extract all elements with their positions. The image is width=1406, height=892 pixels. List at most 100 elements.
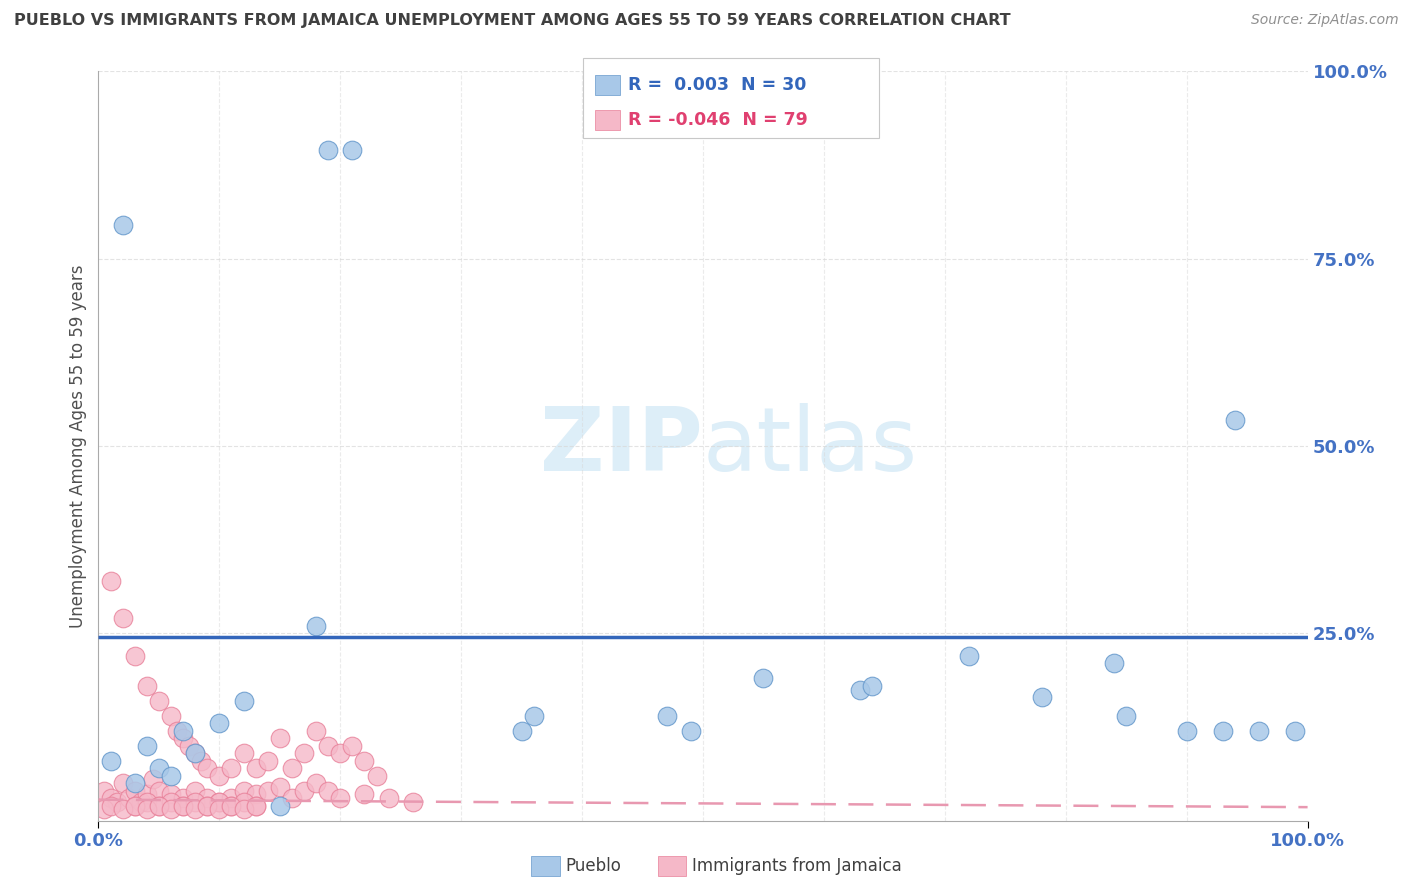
Point bbox=[111, 611, 134, 625]
Point bbox=[305, 723, 328, 738]
Point bbox=[1031, 690, 1053, 704]
Point bbox=[957, 648, 980, 663]
Point bbox=[245, 798, 267, 813]
Point bbox=[184, 802, 207, 816]
Point bbox=[172, 731, 194, 746]
Point bbox=[269, 731, 291, 746]
Point bbox=[221, 791, 243, 805]
Point bbox=[208, 716, 231, 731]
Point bbox=[111, 802, 134, 816]
Point bbox=[245, 798, 267, 813]
Point bbox=[135, 788, 157, 802]
Text: atlas: atlas bbox=[703, 402, 918, 490]
Point bbox=[160, 802, 183, 816]
Point bbox=[172, 798, 194, 813]
Point bbox=[342, 739, 364, 753]
Point bbox=[184, 783, 207, 797]
Point bbox=[329, 791, 352, 805]
Point bbox=[1212, 723, 1234, 738]
Point bbox=[172, 791, 194, 805]
Point bbox=[679, 723, 702, 738]
Point bbox=[221, 798, 243, 813]
Point bbox=[195, 798, 218, 813]
Point bbox=[208, 795, 231, 809]
Point bbox=[1249, 723, 1271, 738]
Point bbox=[148, 798, 170, 813]
Point bbox=[316, 783, 339, 797]
Point bbox=[292, 783, 315, 797]
Point bbox=[353, 754, 375, 768]
Point bbox=[129, 795, 152, 809]
Point bbox=[860, 679, 883, 693]
Point bbox=[124, 776, 146, 790]
Point bbox=[256, 754, 278, 768]
Point bbox=[172, 723, 194, 738]
Text: ZIP: ZIP bbox=[540, 402, 703, 490]
Point bbox=[100, 574, 122, 588]
Point bbox=[305, 619, 328, 633]
Point bbox=[105, 795, 128, 809]
Text: R =  0.003  N = 30: R = 0.003 N = 30 bbox=[628, 76, 807, 95]
Point bbox=[111, 776, 134, 790]
Point bbox=[148, 761, 170, 775]
Point bbox=[1102, 657, 1125, 671]
Point bbox=[93, 802, 115, 816]
Point bbox=[281, 791, 304, 805]
Point bbox=[221, 798, 243, 813]
Point bbox=[148, 798, 170, 813]
Point bbox=[269, 798, 291, 813]
Point bbox=[148, 783, 170, 797]
Point bbox=[208, 802, 231, 816]
Point bbox=[1175, 723, 1198, 738]
Text: PUEBLO VS IMMIGRANTS FROM JAMAICA UNEMPLOYMENT AMONG AGES 55 TO 59 YEARS CORRELA: PUEBLO VS IMMIGRANTS FROM JAMAICA UNEMPL… bbox=[14, 13, 1011, 29]
Point bbox=[184, 795, 207, 809]
Point bbox=[329, 746, 352, 760]
Point bbox=[184, 746, 207, 760]
Point bbox=[160, 708, 183, 723]
Text: R = -0.046  N = 79: R = -0.046 N = 79 bbox=[628, 111, 808, 128]
Text: Source: ZipAtlas.com: Source: ZipAtlas.com bbox=[1251, 13, 1399, 28]
Point bbox=[366, 769, 388, 783]
Point bbox=[118, 791, 141, 805]
Point bbox=[160, 788, 183, 802]
Point bbox=[377, 791, 399, 805]
Point bbox=[100, 798, 122, 813]
Point bbox=[208, 769, 231, 783]
Point bbox=[232, 783, 254, 797]
Point bbox=[195, 798, 218, 813]
Point bbox=[221, 761, 243, 775]
Point bbox=[195, 761, 218, 775]
Point bbox=[184, 746, 207, 760]
Point bbox=[124, 783, 146, 797]
Point bbox=[256, 783, 278, 797]
Point bbox=[135, 679, 157, 693]
Point bbox=[232, 802, 254, 816]
Point bbox=[269, 780, 291, 794]
Point bbox=[245, 788, 267, 802]
Point bbox=[523, 708, 546, 723]
Point bbox=[510, 723, 533, 738]
Point bbox=[281, 761, 304, 775]
Point bbox=[148, 694, 170, 708]
Point bbox=[93, 783, 115, 797]
Text: Pueblo: Pueblo bbox=[565, 857, 621, 875]
Point bbox=[179, 739, 201, 753]
Point bbox=[160, 795, 183, 809]
Point bbox=[190, 754, 212, 768]
Point bbox=[195, 791, 218, 805]
Point bbox=[316, 739, 339, 753]
Point bbox=[342, 143, 364, 157]
Point bbox=[752, 671, 775, 685]
Point bbox=[111, 218, 134, 232]
Point bbox=[100, 791, 122, 805]
Point bbox=[292, 746, 315, 760]
Point bbox=[208, 795, 231, 809]
Point bbox=[849, 682, 872, 697]
Point bbox=[245, 761, 267, 775]
Point bbox=[232, 694, 254, 708]
Point bbox=[316, 143, 339, 157]
Point bbox=[402, 795, 425, 809]
Point bbox=[1223, 413, 1246, 427]
Point bbox=[124, 798, 146, 813]
Point bbox=[135, 739, 157, 753]
